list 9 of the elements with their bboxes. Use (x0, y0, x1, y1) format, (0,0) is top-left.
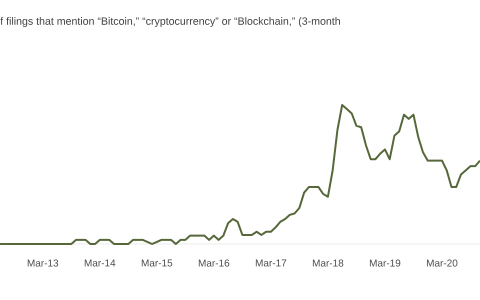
x-tick-label: Mar-20 (426, 260, 458, 267)
x-tick-label: Mar-14 (84, 260, 116, 266)
x-tick-label: Mar-15 (142, 260, 172, 266)
x-tick-label: Mar-16 (198, 260, 230, 267)
chart-title: f filings that mention “Bitcoin,” “cryptocurrency” or “Blockchain,” (3-month (0, 17, 340, 27)
x-tick-label: Mar-18 (312, 260, 344, 267)
x-tick-label: Mar-19 (370, 260, 400, 267)
x-tick-label: Mar-17 (256, 260, 286, 266)
x-tick-label: Mar-13 (28, 260, 58, 267)
